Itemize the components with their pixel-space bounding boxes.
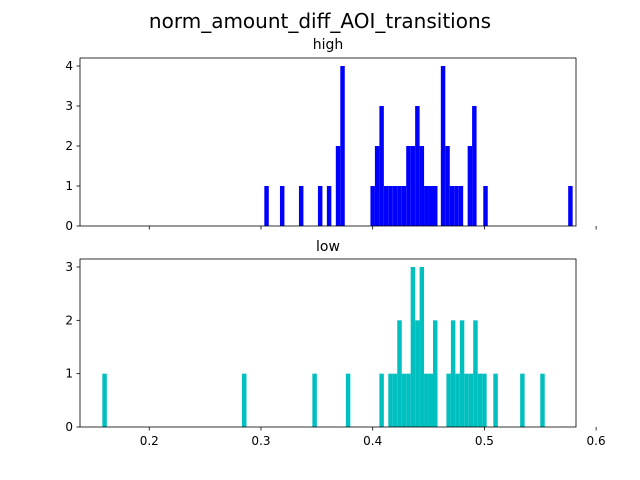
ytick-label-low: 3 bbox=[65, 260, 73, 274]
axes-title-low: low bbox=[316, 239, 340, 255]
xtick-label-low: 0.6 bbox=[587, 434, 606, 448]
axes-low: low 0 1 2 3 0.2 0.3 0.4 0.5 0.6 bbox=[65, 239, 605, 448]
histogram-bar-high bbox=[406, 146, 411, 226]
xtick-label-low: 0.4 bbox=[363, 434, 382, 448]
histogram-bar-high bbox=[335, 146, 341, 226]
histogram-bar-high bbox=[388, 186, 393, 226]
histogram-bar-high bbox=[483, 186, 488, 226]
histogram-bar-low bbox=[455, 373, 460, 427]
xtick-label-low: 0.3 bbox=[251, 434, 270, 448]
axes-frame-low bbox=[79, 258, 577, 428]
histogram-bar-high bbox=[454, 186, 459, 226]
histogram-bar-high bbox=[397, 186, 402, 226]
histogram-bar-high bbox=[379, 106, 384, 226]
histogram-bar-high bbox=[472, 106, 477, 226]
histogram-bar-low bbox=[473, 320, 478, 427]
histogram-bar-high bbox=[340, 66, 345, 226]
histogram-bar-low bbox=[388, 373, 393, 427]
histogram-bar-low bbox=[446, 373, 451, 427]
ytick-label-low: 1 bbox=[65, 367, 73, 381]
axes-frame-high bbox=[79, 57, 577, 227]
axes-title-high: high bbox=[313, 37, 344, 53]
histogram-bar-low bbox=[415, 320, 420, 427]
histogram-bar-low bbox=[477, 373, 483, 427]
histogram-bar-low bbox=[450, 320, 456, 427]
xticks-low: 0.2 0.3 0.4 0.5 0.6 bbox=[140, 427, 606, 448]
ytick-label-low: 2 bbox=[65, 313, 73, 327]
histogram-bar-high bbox=[392, 186, 398, 226]
histogram-bar-low bbox=[482, 373, 487, 427]
histogram-bar-high bbox=[374, 146, 380, 226]
histogram-bar-low bbox=[540, 373, 545, 427]
xticks-high bbox=[148, 226, 597, 230]
histogram-bar-low bbox=[493, 373, 498, 427]
histogram-bar-high bbox=[298, 186, 304, 226]
histogram-bar-low bbox=[428, 373, 434, 427]
figure-title: norm_amount_diff_AOI_transitions bbox=[149, 9, 491, 33]
histogram-bar-high bbox=[467, 146, 473, 226]
histogram-bar-high bbox=[401, 186, 407, 226]
histogram-bar-low bbox=[241, 373, 247, 427]
ytick-label-high: 0 bbox=[65, 219, 73, 233]
histogram-bar-low bbox=[406, 373, 411, 427]
histogram-bar-low bbox=[410, 267, 416, 427]
histogram-bar-low bbox=[345, 373, 351, 427]
ytick-label-high: 3 bbox=[65, 99, 73, 113]
histogram-bar-high bbox=[445, 146, 450, 226]
yticks-low: 0 1 2 3 bbox=[65, 260, 80, 434]
histogram-bar-high bbox=[424, 186, 429, 226]
histogram-bar-low bbox=[433, 320, 438, 427]
histogram-bar-high bbox=[440, 66, 446, 226]
histogram-bar-high bbox=[410, 146, 416, 226]
histogram-bar-high bbox=[326, 186, 332, 226]
histogram-bar-high bbox=[458, 186, 464, 226]
xtick-label-low: 0.2 bbox=[140, 434, 159, 448]
ytick-label-high: 1 bbox=[65, 179, 73, 193]
axes-high: high 0 1 2 3 4 bbox=[65, 37, 597, 233]
histogram-bar-high bbox=[383, 186, 389, 226]
histogram-bar-low bbox=[312, 373, 317, 427]
histogram-bar-low bbox=[468, 373, 474, 427]
histogram-bar-low bbox=[419, 267, 425, 427]
histogram-bar-low bbox=[401, 373, 407, 427]
histogram-bar-high bbox=[568, 186, 573, 226]
histogram-bar-low bbox=[102, 373, 107, 427]
bars-high bbox=[264, 66, 573, 226]
histogram-bar-low bbox=[392, 373, 398, 427]
yticks-high: 0 1 2 3 4 bbox=[65, 59, 80, 233]
bars-low bbox=[102, 267, 545, 427]
histogram-bar-high bbox=[415, 106, 420, 226]
ytick-label-high: 4 bbox=[65, 59, 73, 73]
histogram-bar-high bbox=[449, 186, 455, 226]
histogram-bar-low bbox=[464, 373, 469, 427]
histogram-bar-low bbox=[379, 373, 384, 427]
histogram-bar-low bbox=[424, 373, 429, 427]
ytick-label-high: 2 bbox=[65, 139, 73, 153]
xtick-label-low: 0.5 bbox=[475, 434, 494, 448]
histogram-bar-high bbox=[317, 186, 323, 226]
histogram-bar-high bbox=[419, 146, 425, 226]
ytick-label-low: 0 bbox=[65, 420, 73, 434]
histogram-bar-high bbox=[370, 186, 375, 226]
histogram-bar-low bbox=[520, 373, 525, 427]
histogram-bar-low bbox=[459, 320, 465, 427]
histogram-bar-high bbox=[433, 186, 438, 226]
histogram-bar-high bbox=[279, 186, 285, 226]
histogram-bar-high bbox=[264, 186, 269, 226]
histogram-bar-high bbox=[428, 186, 434, 226]
histogram-bar-low bbox=[397, 320, 402, 427]
